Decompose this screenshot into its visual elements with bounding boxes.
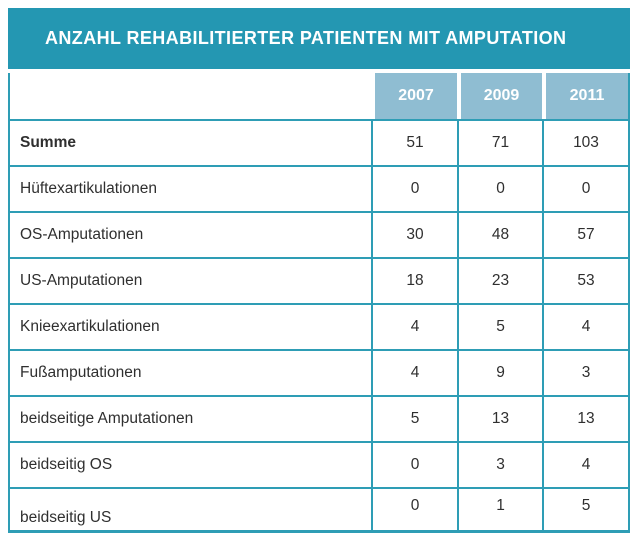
table-row-knieexartikulationen: Knieexartikulationen 4 5 4 xyxy=(8,303,630,349)
table-row-beidseitige-amputationen: beidseitige Amputationen 5 13 13 xyxy=(8,395,630,441)
cell-value: 18 xyxy=(371,257,457,303)
cell-value: 3 xyxy=(457,441,542,487)
cell-value: 4 xyxy=(542,303,630,349)
cell-value: 23 xyxy=(457,257,542,303)
table-row-us-amputationen: US-Amputationen 18 23 53 xyxy=(8,257,630,303)
cell-value: 5 xyxy=(542,487,630,533)
table-row-beidseitig-os: beidseitig OS 0 3 4 xyxy=(8,441,630,487)
cell-value: 103 xyxy=(542,119,630,165)
row-label: Hüftexartikulationen xyxy=(8,165,371,211)
cell-value: 9 xyxy=(457,349,542,395)
cell-value: 13 xyxy=(457,395,542,441)
row-label: Knieexartikulationen xyxy=(8,303,371,349)
year-header-2011: 2011 xyxy=(542,73,630,119)
table-row-fussamputationen: Fußamputationen 4 9 3 xyxy=(8,349,630,395)
table-row-hueftexartikulationen: Hüftexartikulationen 0 0 0 xyxy=(8,165,630,211)
cell-value: 0 xyxy=(371,487,457,533)
table-row-beidseitig-us: beidseitig US 0 1 5 xyxy=(8,487,630,533)
cell-value: 51 xyxy=(371,119,457,165)
cell-value: 53 xyxy=(542,257,630,303)
title-row: ANZAHL REHABILITIERTER PATIENTEN MIT AMP… xyxy=(8,8,630,73)
cell-value: 57 xyxy=(542,211,630,257)
cell-value: 4 xyxy=(542,441,630,487)
row-label: beidseitig OS xyxy=(8,441,371,487)
row-label: Summe xyxy=(8,119,371,165)
cell-value: 0 xyxy=(371,441,457,487)
cell-value: 5 xyxy=(371,395,457,441)
table-row-os-amputationen: OS-Amputationen 30 48 57 xyxy=(8,211,630,257)
row-label: US-Amputationen xyxy=(8,257,371,303)
cell-value: 48 xyxy=(457,211,542,257)
cell-value: 30 xyxy=(371,211,457,257)
cell-value: 0 xyxy=(542,165,630,211)
table-container: ANZAHL REHABILITIERTER PATIENTEN MIT AMP… xyxy=(8,8,630,533)
cell-value: 13 xyxy=(542,395,630,441)
cell-value: 5 xyxy=(457,303,542,349)
table-title: ANZAHL REHABILITIERTER PATIENTEN MIT AMP… xyxy=(8,8,630,73)
cell-value: 0 xyxy=(457,165,542,211)
cell-value: 1 xyxy=(457,487,542,533)
empty-corner-cell xyxy=(8,73,371,119)
row-label: beidseitig US xyxy=(8,487,371,533)
cell-value: 3 xyxy=(542,349,630,395)
cell-value: 4 xyxy=(371,303,457,349)
cell-value: 0 xyxy=(371,165,457,211)
amputation-statistics-table: ANZAHL REHABILITIERTER PATIENTEN MIT AMP… xyxy=(8,8,630,533)
table-row-summe: Summe 51 71 103 xyxy=(8,119,630,165)
year-header-2007: 2007 xyxy=(371,73,457,119)
row-label: OS-Amputationen xyxy=(8,211,371,257)
year-header-row: 2007 2009 2011 xyxy=(8,73,630,119)
cell-value: 4 xyxy=(371,349,457,395)
row-label: Fußamputationen xyxy=(8,349,371,395)
row-label: beidseitige Amputationen xyxy=(8,395,371,441)
cell-value: 71 xyxy=(457,119,542,165)
year-header-2009: 2009 xyxy=(457,73,542,119)
